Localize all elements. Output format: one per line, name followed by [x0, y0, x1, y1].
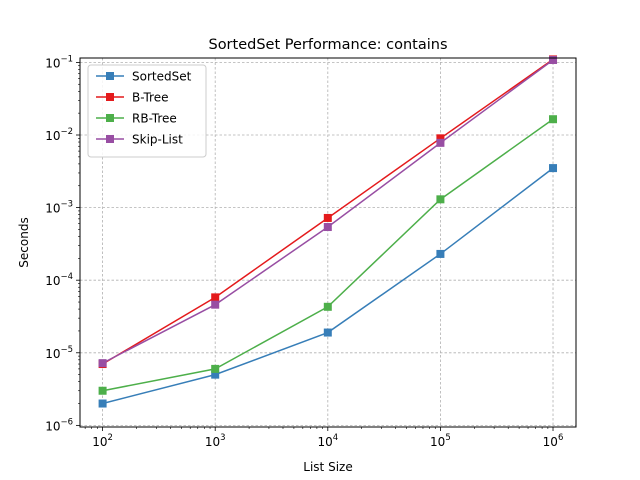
data-point-b-tree [323, 213, 332, 222]
series-skip-list [98, 55, 558, 368]
data-point-sortedset [98, 399, 107, 408]
data-point-sortedset [323, 328, 332, 337]
x-tick-label: 103 [205, 433, 226, 449]
series-line-rb-tree [102, 118, 554, 392]
legend-label-sortedset: SortedSet [132, 70, 192, 84]
data-point-skip-list [436, 138, 445, 147]
y-tick-label: 10−3 [45, 200, 73, 216]
data-point-b-tree [211, 293, 220, 302]
legend-label-skip-list: Skip-List [132, 133, 183, 147]
data-point-sortedset [211, 370, 220, 379]
x-tick-label: 102 [92, 433, 113, 449]
y-tick-label: 10−1 [45, 54, 73, 70]
y-tick-label: 10−5 [45, 345, 73, 361]
data-point-skip-list [98, 359, 107, 368]
axis-ticks: 102 103 104 105 106 10−6 10−5 10−4 10−3 10−2 10−1 [45, 54, 563, 449]
y-tick-label: 10−6 [45, 417, 73, 433]
series-sortedset [98, 164, 558, 408]
series-lines [98, 55, 558, 408]
legend-label-rb-tree: RB-Tree [132, 112, 177, 126]
data-point-rb-tree [436, 195, 445, 204]
data-point-rb-tree [549, 115, 558, 124]
legend-label-b-tree: B-Tree [132, 91, 168, 105]
legend-marker-skip-list [106, 135, 114, 143]
data-point-sortedset [436, 249, 445, 258]
legend: SortedSet B-Tree RB-Tree Skip-List [87, 64, 207, 158]
x-axis-label: List Size [303, 460, 352, 474]
series-rb-tree [98, 115, 558, 395]
legend-marker-rb-tree [106, 114, 114, 122]
data-point-rb-tree [98, 386, 107, 395]
data-point-skip-list [211, 300, 220, 309]
chart-title: SortedSet Performance: contains [208, 37, 447, 53]
y-tick-label: 10−2 [45, 127, 73, 143]
data-point-sortedset [549, 164, 558, 173]
data-point-skip-list [549, 55, 558, 64]
y-axis-label: Seconds [17, 217, 31, 267]
data-point-skip-list [323, 223, 332, 232]
x-tick-label: 106 [543, 433, 564, 449]
x-tick-label: 105 [430, 433, 451, 449]
data-point-b-tree [436, 134, 445, 143]
legend-marker-sortedset [106, 72, 114, 80]
x-tick-label: 104 [317, 433, 338, 449]
legend-box [87, 64, 207, 158]
data-point-rb-tree [211, 364, 220, 373]
data-point-rb-tree [323, 302, 332, 311]
legend-marker-b-tree [106, 93, 114, 101]
y-tick-label: 10−4 [45, 272, 73, 288]
